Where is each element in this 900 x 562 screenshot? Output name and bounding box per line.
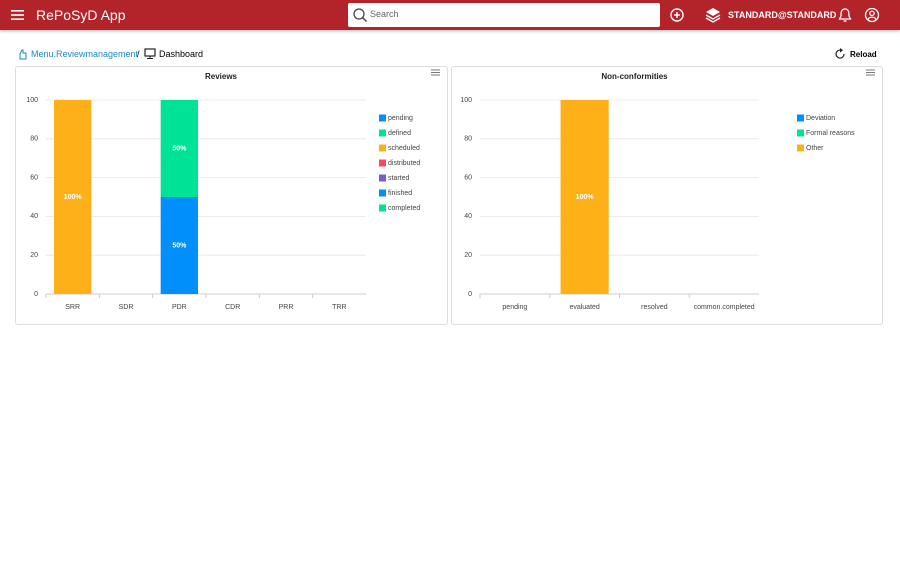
x-tick-label: SDR <box>119 304 134 311</box>
legend-swatch[interactable] <box>379 159 386 167</box>
reviews-panel: Reviews 0 20 40 60 80 100 SRR 100% SDR PDR 50% 50% CD… <box>15 66 448 325</box>
chart-title: Reviews <box>205 72 238 81</box>
y-tick-label: 20 <box>464 252 472 259</box>
bar-segment <box>160 197 198 294</box>
user-name[interactable]: STANDARD@STANDARD <box>728 10 837 20</box>
legend-label[interactable]: completed <box>388 205 420 212</box>
x-tick-label: resolved <box>641 304 668 311</box>
x-tick-label: TRR <box>332 304 346 311</box>
x-tick-label: pending <box>502 304 527 311</box>
x-tick-label: PRR <box>279 304 294 311</box>
reload-button[interactable]: Reload <box>850 50 877 59</box>
legend-label[interactable]: defined <box>388 130 411 137</box>
add-button[interactable] <box>669 7 685 23</box>
hand-icon <box>19 49 27 60</box>
legend-swatch[interactable] <box>797 114 804 122</box>
legend-swatch[interactable] <box>379 129 386 137</box>
notifications[interactable] <box>837 7 853 23</box>
data-label: 100% <box>576 194 595 201</box>
legend-label[interactable]: distributed <box>388 160 420 167</box>
legend-label[interactable]: pending <box>388 115 413 122</box>
bar-segment <box>560 100 609 294</box>
chart: Non-conformities 0 20 40 60 80 100 pending evalu… <box>460 69 875 311</box>
data-label: 100% <box>64 194 83 201</box>
y-tick-label: 60 <box>464 174 472 181</box>
x-tick-label: CDR <box>225 304 240 311</box>
legend-label[interactable]: Other <box>806 145 824 152</box>
breadcrumb-separator: / <box>137 49 140 59</box>
y-tick-label: 60 <box>30 174 38 181</box>
data-label: 50% <box>172 145 187 152</box>
x-tick-label: PDR <box>172 304 187 311</box>
chart: Reviews 0 20 40 60 80 100 SRR 100% SDR PDR 50% 50% CD… <box>26 69 440 311</box>
y-tick-label: 40 <box>30 213 38 220</box>
data-label: 50% <box>172 242 187 249</box>
y-tick-label: 80 <box>30 136 38 143</box>
app-title: RePoSyD App <box>36 7 126 23</box>
legend-label[interactable]: scheduled <box>388 145 420 152</box>
breadcrumb-current: Dashboard <box>159 49 204 59</box>
menu-icon[interactable] <box>11 9 25 21</box>
dashboard-icon <box>144 48 156 59</box>
y-tick-label: 100 <box>26 97 38 104</box>
search-icon <box>353 8 368 23</box>
legend-label[interactable]: Formal reasons <box>806 130 855 137</box>
y-tick-label: 20 <box>30 252 38 259</box>
legend-swatch[interactable] <box>379 144 386 152</box>
app-bar: RePoSyD App Search STANDARD@STANDARD <box>0 0 900 30</box>
nonconformities-panel: Non-conformities 0 20 40 60 80 100 pending evalu… <box>451 66 883 325</box>
legend-swatch[interactable] <box>379 189 386 197</box>
x-tick-label: SRR <box>65 304 80 311</box>
legend-label[interactable]: finished <box>388 190 412 197</box>
breadcrumb-link[interactable]: Menu.Reviewmanagement <box>31 49 139 59</box>
legend-label[interactable]: Deviation <box>806 115 835 122</box>
search-box[interactable]: Search <box>348 3 660 27</box>
y-tick-label: 40 <box>464 213 472 220</box>
chart-title: Non-conformities <box>601 72 668 81</box>
bar-segment <box>160 100 198 197</box>
legend-swatch[interactable] <box>379 204 386 212</box>
search-placeholder: Search <box>370 9 399 19</box>
y-tick-label: 80 <box>464 136 472 143</box>
legend-label[interactable]: started <box>388 175 410 182</box>
legend-swatch[interactable] <box>797 129 804 137</box>
layers-icon[interactable] <box>705 7 721 23</box>
legend-swatch[interactable] <box>379 174 386 182</box>
legend-swatch[interactable] <box>379 114 386 122</box>
reload-icon[interactable] <box>834 48 846 60</box>
bar-segment <box>54 100 92 294</box>
x-tick-label: common.completed <box>694 304 755 311</box>
account[interactable] <box>864 7 880 23</box>
y-tick-label: 100 <box>460 97 472 104</box>
y-tick-label: 0 <box>468 291 472 298</box>
legend-swatch[interactable] <box>797 144 804 152</box>
y-tick-label: 0 <box>34 291 38 298</box>
x-tick-label: evaluated <box>569 304 599 311</box>
